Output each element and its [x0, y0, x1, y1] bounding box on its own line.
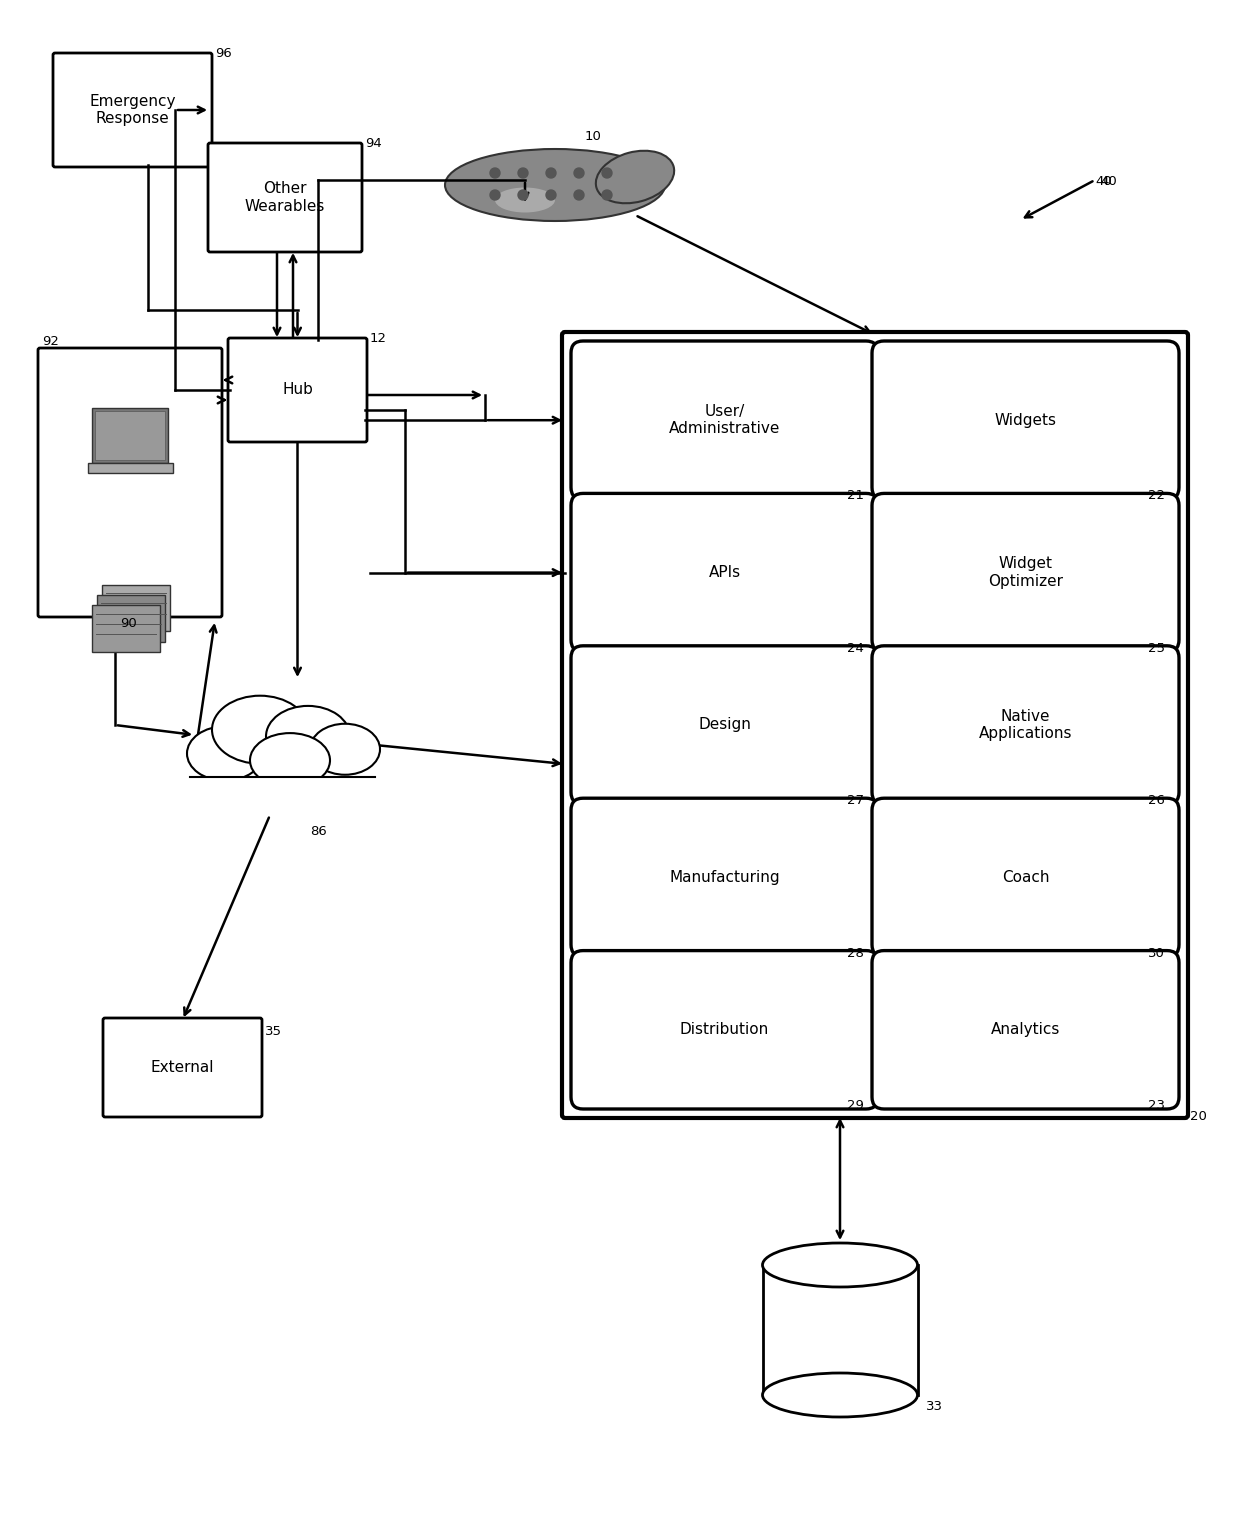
- Text: Design: Design: [698, 717, 751, 732]
- FancyBboxPatch shape: [872, 951, 1179, 1109]
- Text: Widgets: Widgets: [994, 413, 1056, 428]
- Text: Native
Applications: Native Applications: [978, 709, 1073, 741]
- Circle shape: [490, 169, 500, 178]
- Text: 20: 20: [1190, 1110, 1207, 1123]
- Bar: [764, 1394, 916, 1417]
- Ellipse shape: [267, 706, 350, 767]
- FancyBboxPatch shape: [570, 646, 878, 804]
- Text: Coach: Coach: [1002, 870, 1049, 886]
- Ellipse shape: [763, 1373, 918, 1417]
- Text: 24: 24: [847, 643, 864, 655]
- FancyBboxPatch shape: [38, 348, 222, 617]
- FancyBboxPatch shape: [570, 494, 878, 652]
- Ellipse shape: [187, 726, 263, 781]
- Text: 33: 33: [925, 1401, 942, 1413]
- Ellipse shape: [596, 150, 675, 204]
- FancyBboxPatch shape: [570, 797, 878, 957]
- Text: 86: 86: [310, 825, 327, 838]
- Ellipse shape: [495, 187, 556, 213]
- FancyBboxPatch shape: [570, 340, 878, 500]
- Text: 40: 40: [1095, 175, 1112, 188]
- Text: Analytics: Analytics: [991, 1022, 1060, 1037]
- Text: 29: 29: [847, 1100, 864, 1112]
- Circle shape: [574, 169, 584, 178]
- Text: 21: 21: [847, 489, 864, 503]
- Circle shape: [601, 169, 613, 178]
- Bar: [102, 585, 170, 632]
- Circle shape: [601, 190, 613, 201]
- Circle shape: [518, 190, 528, 201]
- Text: Emergency
Response: Emergency Response: [89, 94, 176, 126]
- Circle shape: [546, 190, 556, 201]
- Text: External: External: [151, 1060, 215, 1075]
- Text: 27: 27: [847, 794, 864, 807]
- Text: 40: 40: [1100, 175, 1117, 188]
- FancyBboxPatch shape: [872, 340, 1179, 500]
- Text: 28: 28: [847, 946, 864, 960]
- Text: Other
Wearables: Other Wearables: [244, 181, 325, 214]
- Text: 90: 90: [120, 617, 136, 630]
- FancyBboxPatch shape: [872, 494, 1179, 652]
- FancyBboxPatch shape: [53, 53, 212, 167]
- Ellipse shape: [310, 723, 379, 775]
- Text: 96: 96: [215, 47, 232, 59]
- Text: Manufacturing: Manufacturing: [670, 870, 780, 886]
- Bar: [763, 1265, 918, 1394]
- Text: User/
Administrative: User/ Administrative: [668, 404, 780, 436]
- Ellipse shape: [250, 734, 330, 787]
- Text: 94: 94: [365, 137, 382, 150]
- Circle shape: [546, 169, 556, 178]
- Text: 22: 22: [1148, 489, 1166, 503]
- FancyBboxPatch shape: [562, 333, 1188, 1118]
- Bar: [95, 412, 165, 460]
- FancyBboxPatch shape: [228, 339, 367, 442]
- Ellipse shape: [763, 1243, 918, 1287]
- Text: Hub: Hub: [281, 383, 312, 398]
- Circle shape: [490, 190, 500, 201]
- Text: Distribution: Distribution: [680, 1022, 769, 1037]
- Text: Widget
Optimizer: Widget Optimizer: [988, 556, 1063, 589]
- FancyBboxPatch shape: [208, 143, 362, 252]
- Text: 92: 92: [42, 336, 58, 348]
- Text: 30: 30: [1148, 946, 1166, 960]
- FancyBboxPatch shape: [872, 797, 1179, 957]
- FancyBboxPatch shape: [872, 646, 1179, 804]
- Bar: [97, 595, 165, 641]
- FancyBboxPatch shape: [570, 951, 878, 1109]
- Text: 25: 25: [1148, 643, 1166, 655]
- Bar: [92, 605, 160, 652]
- Text: 12: 12: [370, 333, 387, 345]
- Circle shape: [574, 190, 584, 201]
- Text: 10: 10: [585, 131, 601, 143]
- FancyBboxPatch shape: [103, 1018, 262, 1116]
- Text: 35: 35: [265, 1025, 281, 1037]
- Text: 26: 26: [1148, 794, 1166, 807]
- Text: 23: 23: [1148, 1100, 1166, 1112]
- Ellipse shape: [212, 696, 308, 764]
- Bar: [88, 463, 172, 474]
- Text: APIs: APIs: [708, 565, 740, 580]
- Bar: [92, 409, 169, 463]
- Circle shape: [518, 169, 528, 178]
- Ellipse shape: [445, 149, 665, 220]
